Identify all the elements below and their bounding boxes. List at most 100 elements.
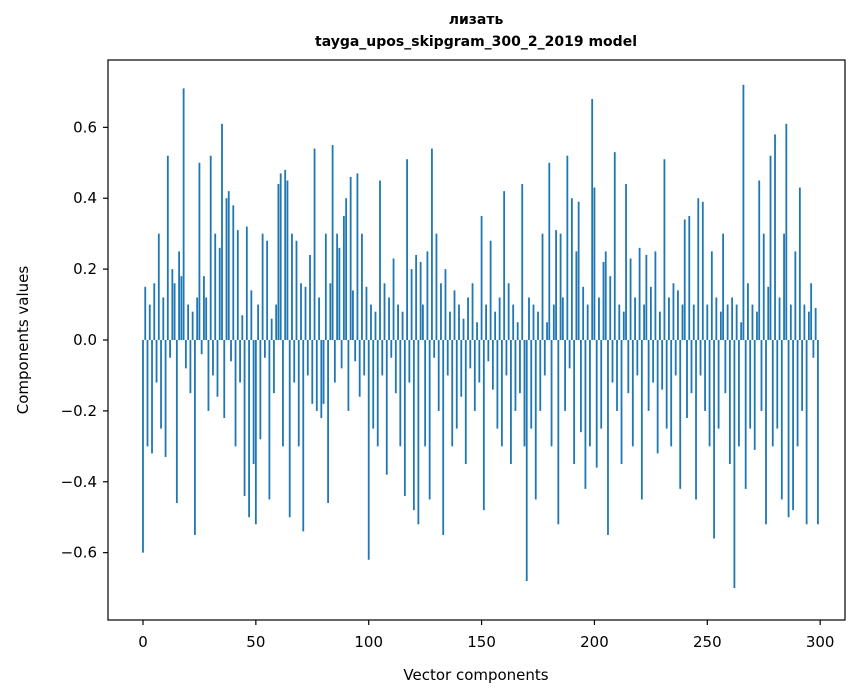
bar (692, 304, 695, 340)
bar (789, 304, 792, 340)
bar (683, 219, 686, 340)
bar (638, 247, 641, 340)
bar (765, 340, 767, 525)
bar (230, 340, 232, 362)
bar (284, 169, 287, 340)
bar (399, 340, 402, 447)
bar (794, 251, 797, 340)
bar (659, 311, 661, 340)
bar (796, 340, 799, 447)
bar (446, 340, 449, 376)
bar (629, 258, 632, 340)
bar (647, 340, 650, 411)
bar (593, 187, 596, 340)
bar (780, 340, 783, 500)
bar (803, 304, 806, 340)
bar (354, 340, 357, 362)
bar (602, 262, 605, 340)
bar (537, 311, 539, 340)
bar (198, 162, 201, 340)
bar (381, 340, 384, 376)
bar (394, 340, 397, 394)
y-tick-label: 0.2 (73, 260, 97, 278)
bar (771, 340, 774, 447)
bar (546, 322, 548, 340)
y-tick-label: 0.4 (73, 189, 97, 207)
bar (713, 340, 715, 539)
bar (464, 340, 467, 465)
bar (473, 340, 476, 411)
bar (627, 340, 630, 394)
bar (435, 233, 438, 340)
bar (523, 340, 526, 447)
x-tick-label: 200 (580, 633, 609, 651)
bar (724, 340, 727, 394)
bar (595, 340, 598, 468)
bar (609, 276, 612, 340)
bar (410, 269, 413, 340)
bar (460, 340, 463, 397)
bar (514, 340, 517, 411)
bar (586, 304, 589, 340)
bar (194, 340, 196, 535)
bar (175, 340, 178, 504)
bar (505, 340, 508, 376)
bar (792, 340, 794, 511)
bar (491, 340, 494, 390)
bar (207, 340, 210, 411)
bar (401, 311, 404, 340)
bar (263, 340, 266, 358)
bar (663, 159, 666, 340)
bar (164, 340, 167, 457)
bar (250, 290, 253, 340)
bar (559, 233, 562, 340)
bar (677, 290, 679, 340)
bar (322, 340, 325, 404)
bar (568, 340, 571, 369)
bar (248, 340, 250, 518)
bar (670, 340, 673, 447)
bar (187, 304, 190, 340)
bar (688, 215, 691, 340)
bar (478, 340, 481, 383)
bar (555, 230, 557, 340)
bar (598, 297, 600, 340)
bar (801, 340, 804, 411)
y-axis-label: Components values (14, 266, 32, 415)
bar (239, 340, 241, 383)
x-tick-label: 50 (246, 633, 265, 651)
bar (169, 340, 171, 358)
bar (695, 340, 697, 500)
bar (462, 318, 465, 340)
bar (419, 262, 422, 340)
bar (733, 340, 736, 589)
bar (519, 340, 521, 394)
bar-series (142, 84, 819, 589)
bar (144, 286, 147, 340)
bar (774, 134, 776, 340)
bar (528, 297, 530, 340)
bar (498, 297, 501, 340)
bar (279, 173, 282, 340)
bar (336, 233, 339, 340)
bar (225, 198, 228, 340)
bar (221, 123, 223, 340)
bar (291, 233, 293, 340)
bar (787, 340, 790, 518)
bar (451, 340, 454, 447)
bar (679, 340, 682, 489)
x-tick-label: 250 (693, 633, 722, 651)
bar (352, 290, 354, 340)
bar (668, 297, 670, 340)
bar (618, 304, 621, 340)
bar (370, 304, 372, 340)
bar (640, 340, 643, 500)
bar (214, 233, 217, 340)
bar (807, 311, 810, 340)
bar (654, 251, 657, 340)
bar (751, 304, 754, 340)
bar (388, 297, 390, 340)
bar (282, 340, 284, 447)
bar (731, 297, 734, 340)
